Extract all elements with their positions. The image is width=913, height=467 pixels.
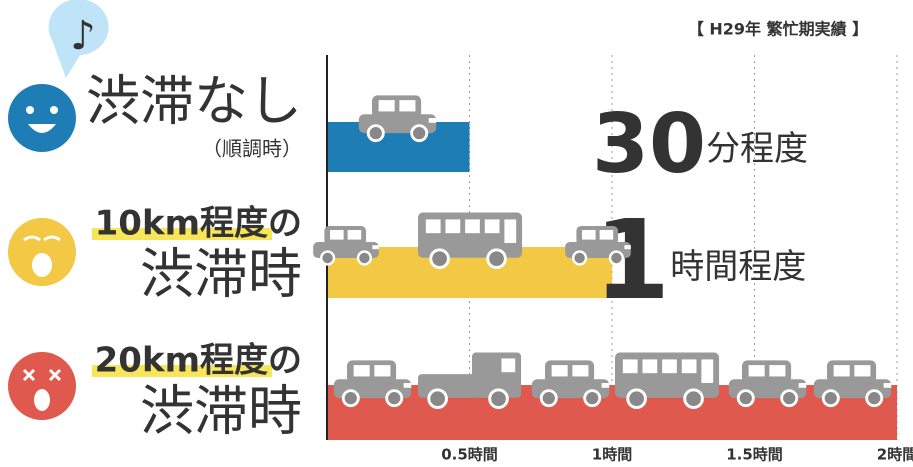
category-label: 渋滞なし	[86, 70, 302, 133]
category-label: 10km程度の	[95, 204, 302, 244]
category-label: 20km程度の	[95, 341, 302, 381]
value-label: 1時間程度	[594, 196, 807, 324]
svg-text:♪: ♪	[70, 13, 96, 59]
bar	[327, 385, 897, 440]
x-tick-label: 2時間	[877, 446, 913, 464]
category-sublabel: 渋滞時	[140, 380, 302, 443]
category-sublabel: （順調時）	[202, 137, 302, 161]
x-tick-label: 0.5時間	[441, 446, 498, 464]
value-label: 30分程度	[592, 97, 808, 192]
category-sublabel: 渋滞時	[140, 243, 302, 306]
chart: 【 H29年 繁忙期実績 】 ♪ 0.5時間 1時間 1.5時間 2時間 渋滞なし （順調…	[0, 0, 913, 467]
chart-title: 【 H29年 繁忙期実績 】	[688, 20, 868, 39]
faces: ♪	[8, 0, 109, 420]
x-tick-label: 1.5時間	[726, 446, 783, 464]
x-tick-label: 1時間	[592, 446, 632, 464]
